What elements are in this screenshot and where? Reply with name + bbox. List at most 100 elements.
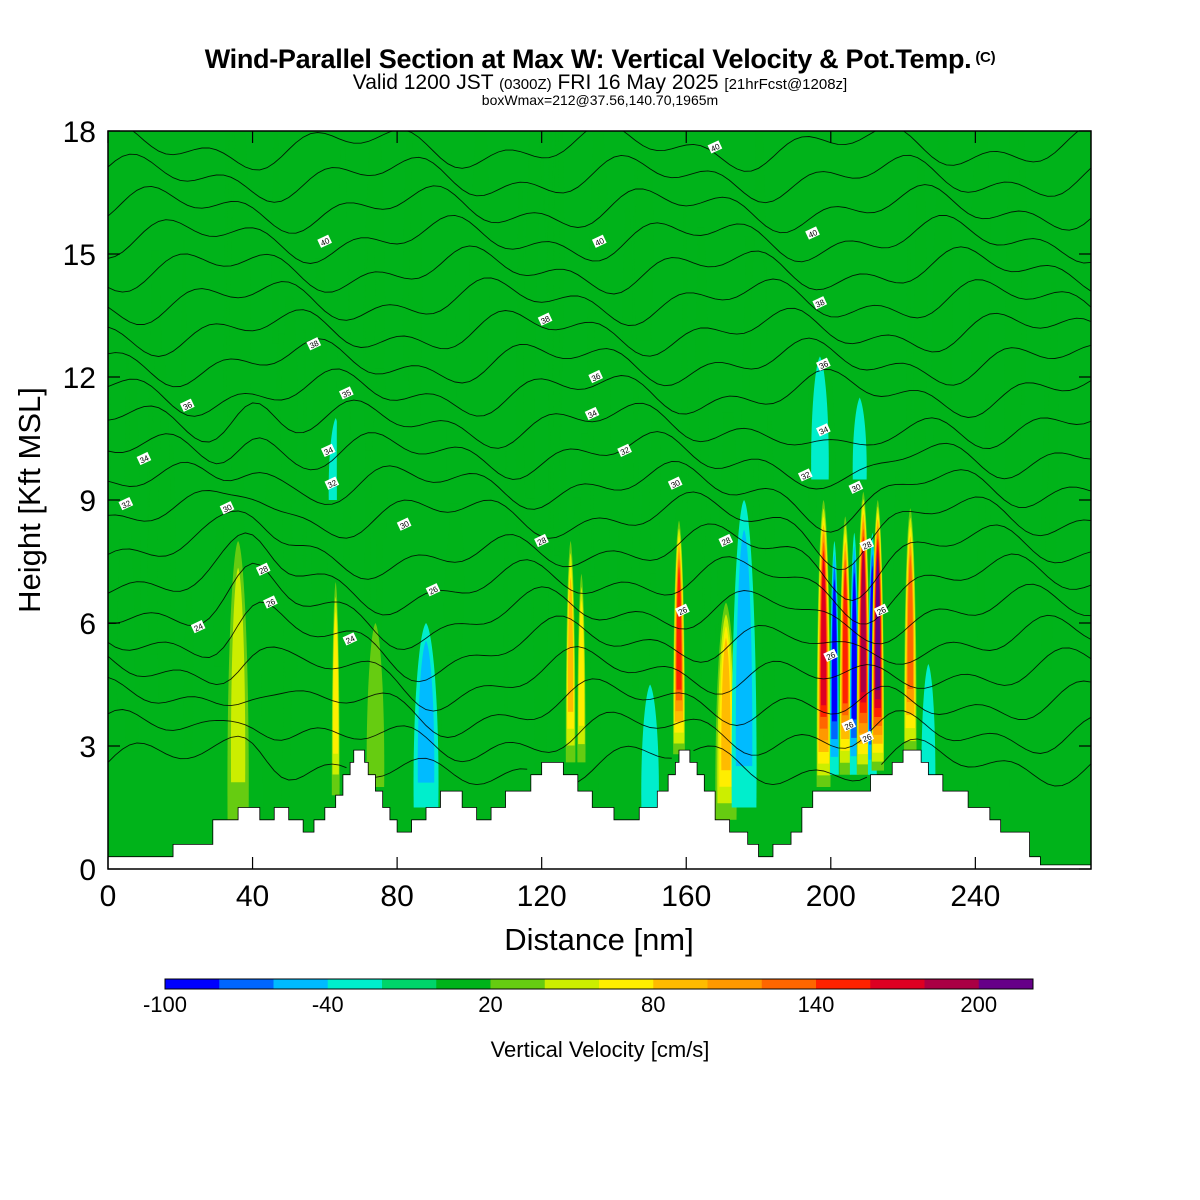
texture-streak: [1004, 131, 1022, 524]
texture-streak: [503, 451, 509, 719]
colorbar-swatch: [490, 979, 546, 989]
theta-contour: [132, 131, 1080, 172]
colorbar-tick-label: 140: [798, 992, 835, 1017]
velocity-band: [117, 500, 135, 705]
contour-label: 36: [179, 398, 195, 412]
contour-label: 26: [425, 583, 441, 597]
theta-contour: [108, 399, 1091, 449]
box-info: boxWmax=212@37.56,140.70,1965m: [481, 92, 719, 108]
contour-label-text: 28: [258, 564, 270, 576]
contour-label-box: [797, 468, 813, 482]
colorbar-tick-label: -40: [312, 992, 344, 1017]
contour-label-text: 30: [222, 502, 234, 514]
contour-label: 26: [873, 603, 889, 617]
texture-streak: [408, 133, 423, 427]
theta-contour-labels: 40 40 40 40 38 38 38 36 36 36 35 34 34 34 34 32 32 32 32 30…: [118, 140, 889, 744]
texture-streak: [310, 258, 329, 635]
velocity-band: [842, 567, 848, 704]
downdraft: [731, 500, 757, 808]
y-tick-label: 3: [79, 731, 96, 764]
contour-label-box: [584, 406, 600, 421]
texture-streak: [229, 131, 251, 472]
velocity-band: [446, 151, 457, 500]
velocity-band: [907, 554, 913, 689]
x-tick-label: 80: [380, 880, 413, 913]
velocity-band: [676, 566, 682, 690]
contour-label-box: [816, 357, 831, 371]
theta-contour: [108, 676, 1091, 738]
texture-streak: [969, 131, 991, 362]
y-tick-label: 9: [79, 485, 96, 518]
y-tick-label: 15: [63, 239, 96, 272]
contour-label: 32: [324, 476, 340, 490]
contour-label-box: [263, 595, 278, 609]
velocity-band: [567, 577, 574, 712]
texture-streak: [893, 470, 902, 626]
contour-label-text: 34: [138, 453, 150, 465]
updraft: [117, 500, 135, 705]
texture-streak: [634, 131, 654, 341]
updraft: [856, 491, 870, 775]
velocity-band: [578, 599, 585, 726]
texture-streak: [371, 368, 389, 540]
contour-label-text: 32: [800, 470, 812, 482]
texture-streak: [469, 131, 491, 375]
velocity-band: [333, 611, 339, 754]
contour-label-box: [179, 398, 195, 412]
contour-label: 38: [537, 312, 553, 326]
colorbar-tick-label: -100: [143, 992, 187, 1017]
contour-label: 30: [396, 517, 412, 531]
updraft: [871, 500, 885, 771]
contour-label-box: [859, 730, 875, 744]
contour-label-box: [255, 562, 271, 576]
velocity-band: [852, 397, 867, 480]
contour-label-box: [805, 226, 820, 240]
updraft: [565, 541, 576, 763]
x-tick-label: 0: [100, 880, 117, 913]
contour-label: 34: [136, 451, 152, 465]
velocity-band: [641, 684, 659, 808]
contour-label-box: [338, 386, 354, 400]
contour-label-box: [534, 533, 549, 548]
downdraft: [852, 397, 867, 480]
contour-label: 40: [591, 234, 607, 248]
x-tick-label: 200: [806, 880, 856, 913]
texture-streak: [681, 198, 688, 503]
texture-streak: [631, 440, 640, 691]
updraft: [534, 192, 549, 521]
downdraft: [849, 532, 859, 775]
theta-contours: [108, 131, 1091, 787]
theta-contour: [108, 184, 1091, 234]
contour-label: 26: [841, 718, 856, 732]
updraft: [977, 582, 1010, 828]
plot-area: 40 40 40 40 38 38 38 36 36 36 35 34 34 34 34 32 32 32 32 30…: [107, 130, 1092, 870]
colorbar: -100 -40 20 80 140 200: [143, 978, 1034, 1017]
downdraft: [811, 356, 829, 480]
theta-contour: [108, 368, 1091, 418]
contour-label-text: 32: [120, 498, 132, 510]
contour-label-text: 36: [590, 371, 602, 383]
texture-streak: [685, 382, 703, 758]
contour-label-box: [396, 517, 412, 531]
updraft: [839, 516, 852, 775]
updraft: [749, 213, 768, 459]
velocity-band: [417, 640, 435, 783]
texture-streak: [558, 449, 568, 751]
theta-contour: [108, 490, 1091, 571]
contour-label-text: 40: [594, 236, 606, 248]
y-axis-title: Height [Kft MSL]: [12, 387, 47, 613]
velocity-band: [977, 582, 1010, 828]
contour-label-text: 40: [709, 142, 721, 154]
velocity-band: [851, 572, 857, 720]
texture-streak: [593, 160, 611, 610]
colorbar-title: Vertical Velocity [cm/s]: [491, 1037, 710, 1062]
contour-label-text: 32: [619, 445, 631, 457]
contour-label-box: [537, 312, 553, 326]
contour-label: 36: [816, 357, 831, 371]
contour-label-text: 26: [428, 584, 440, 596]
contour-label-text: 34: [818, 425, 830, 437]
velocity-band: [821, 558, 827, 706]
velocity-band: [534, 192, 549, 521]
texture-streak: [181, 240, 187, 395]
